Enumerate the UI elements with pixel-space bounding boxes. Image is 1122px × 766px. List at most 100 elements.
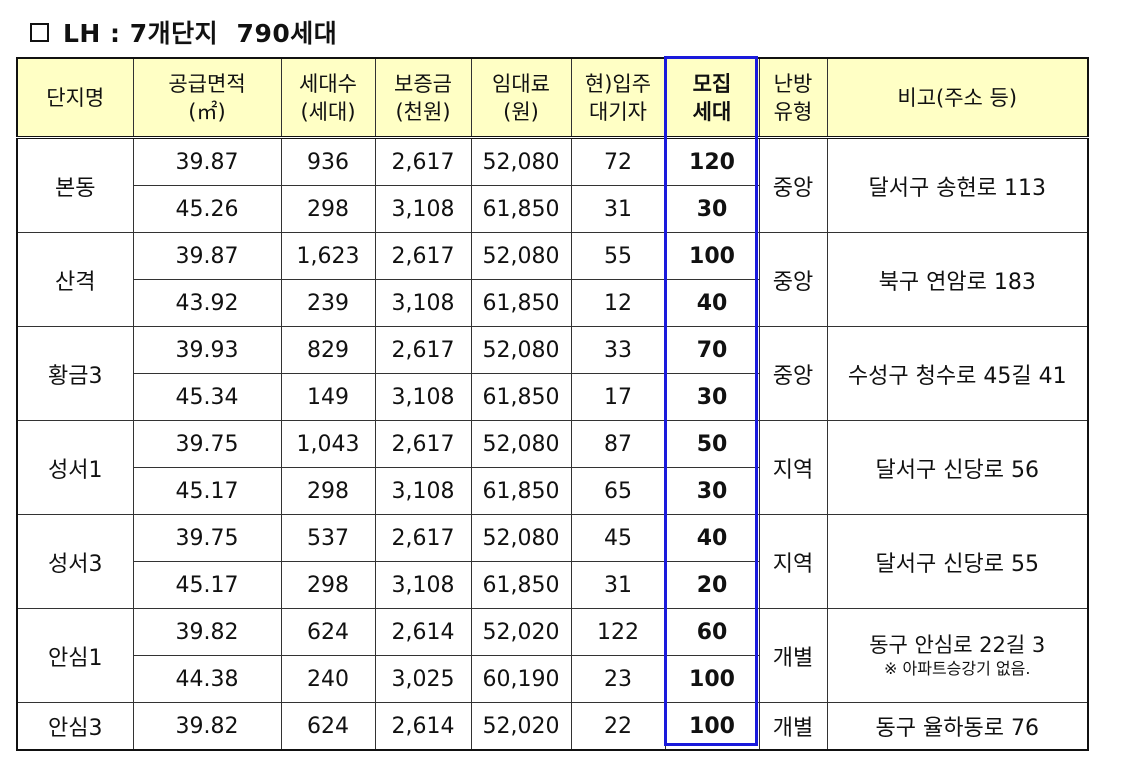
- recruit-cell: 60: [664, 608, 760, 656]
- waiting-cell: 65: [570, 467, 666, 515]
- address-note-cell: 달서구 신당로 55: [826, 514, 1089, 609]
- recruit-cell: 70: [664, 326, 760, 374]
- area-cell: 39.93: [132, 326, 282, 374]
- rent-cell: 52,080: [470, 420, 572, 468]
- waiting-cell: 72: [570, 137, 666, 186]
- address-note-cell: 동구 안심로 22길 3 ※ 아파트승강기 없음.: [826, 608, 1089, 703]
- address-text: 동구 안심로 22길 3: [869, 632, 1046, 657]
- deposit-cell: 2,617: [374, 514, 472, 562]
- deposit-cell: 2,617: [374, 232, 472, 280]
- area-cell: 39.75: [132, 514, 282, 562]
- deposit-cell: 2,614: [374, 702, 472, 751]
- complex-name-cell: 황금3: [16, 326, 134, 421]
- area-cell: 39.87: [132, 232, 282, 280]
- complex-name-cell: 안심3: [16, 702, 134, 751]
- area-cell: 45.17: [132, 561, 282, 609]
- heating-type-cell: 개별: [758, 608, 828, 703]
- units-cell: 537: [280, 514, 376, 562]
- header-note: 비고(주소 등): [826, 57, 1089, 139]
- recruit-cell: 40: [664, 279, 760, 327]
- waiting-cell: 17: [570, 373, 666, 421]
- waiting-cell: 122: [570, 608, 666, 656]
- heating-type-cell: 개별: [758, 702, 828, 751]
- rent-cell: 52,080: [470, 514, 572, 562]
- address-note-cell: 북구 연암로 183: [826, 232, 1089, 327]
- waiting-cell: 55: [570, 232, 666, 280]
- area-cell: 45.17: [132, 467, 282, 515]
- waiting-cell: 33: [570, 326, 666, 374]
- header-row: 단지명 공급면적 (㎡) 세대수 (세대) 보증금 (천원) 임대료 (원) 현…: [16, 57, 1089, 139]
- page-title: LH : 7개단지 790세대: [30, 14, 337, 50]
- area-cell: 43.92: [132, 279, 282, 327]
- address-note-cell: 달서구 신당로 56: [826, 420, 1089, 515]
- table-row: 안심3 39.82 624 2,614 52,020 22 100 개별 동구 율하동로 76: [16, 702, 1089, 751]
- area-cell: 44.38: [132, 655, 282, 703]
- heating-type-cell: 중앙: [758, 326, 828, 421]
- table-row: 45.17 298 3,108 61,850 31 20: [17, 561, 1088, 609]
- units-cell: 298: [280, 185, 376, 233]
- area-cell: 39.87: [132, 137, 282, 186]
- recruit-cell: 100: [664, 655, 760, 703]
- header-recruit: 모집 세대: [664, 57, 760, 139]
- checkbox-square-icon: [30, 22, 49, 42]
- table-row: 43.92 239 3,108 61,850 12 40: [17, 279, 1088, 327]
- table-row: 45.34 149 3,108 61,850 17 30: [17, 373, 1088, 421]
- units-cell: 298: [280, 467, 376, 515]
- table-header: 단지명 공급면적 (㎡) 세대수 (세대) 보증금 (천원) 임대료 (원) 현…: [16, 57, 1089, 139]
- rent-cell: 52,020: [470, 702, 572, 751]
- rent-cell: 61,850: [470, 279, 572, 327]
- units-cell: 1,623: [280, 232, 376, 280]
- area-cell: 39.82: [132, 608, 282, 656]
- area-cell: 39.82: [132, 702, 282, 751]
- deposit-cell: 3,108: [374, 467, 472, 515]
- area-cell: 45.34: [132, 373, 282, 421]
- area-cell: 45.26: [132, 185, 282, 233]
- complex-name-cell: 산격: [16, 232, 134, 327]
- units-cell: 149: [280, 373, 376, 421]
- table-row: 본동 39.87 936 2,617 52,080 72 120 중앙 달서구 송현로 113: [16, 137, 1089, 233]
- recruit-cell: 100: [664, 702, 760, 751]
- waiting-cell: 23: [570, 655, 666, 703]
- rent-cell: 61,850: [470, 373, 572, 421]
- header-name: 단지명: [16, 57, 134, 139]
- header-area: 공급면적 (㎡): [132, 57, 282, 139]
- header-rent: 임대료 (원): [470, 57, 572, 139]
- recruit-cell: 100: [664, 232, 760, 280]
- heating-type-cell: 지역: [758, 420, 828, 515]
- rent-cell: 52,080: [470, 326, 572, 374]
- table-row: 안심1 39.82 624 2,614 52,020 122 60 개별 동구 안심로 22길 …: [16, 608, 1089, 703]
- waiting-cell: 12: [570, 279, 666, 327]
- table-row: 산격 39.87 1,623 2,617 52,080 55 100 중앙 북구 연암로 183: [16, 232, 1089, 327]
- rent-cell: 52,080: [470, 232, 572, 280]
- heating-type-cell: 중앙: [758, 232, 828, 327]
- deposit-cell: 2,614: [374, 608, 472, 656]
- units-cell: 624: [280, 608, 376, 656]
- units-cell: 936: [280, 137, 376, 186]
- address-note-cell: 달서구 송현로 113: [826, 137, 1089, 233]
- address-note-cell: 수성구 청수로 45길 41: [826, 326, 1089, 421]
- deposit-cell: 3,025: [374, 655, 472, 703]
- waiting-cell: 31: [570, 561, 666, 609]
- deposit-cell: 3,108: [374, 373, 472, 421]
- recruit-cell: 50: [664, 420, 760, 468]
- rent-cell: 52,080: [470, 137, 572, 186]
- deposit-cell: 2,617: [374, 137, 472, 186]
- header-waiting: 현)입주 대기자: [570, 57, 666, 139]
- waiting-cell: 31: [570, 185, 666, 233]
- deposit-cell: 2,617: [374, 420, 472, 468]
- units-cell: 298: [280, 561, 376, 609]
- waiting-cell: 22: [570, 702, 666, 751]
- header-deposit: 보증금 (천원): [374, 57, 472, 139]
- deposit-cell: 3,108: [374, 561, 472, 609]
- address-subnote: ※ 아파트승강기 없음.: [884, 658, 1031, 678]
- waiting-cell: 45: [570, 514, 666, 562]
- complex-name-cell: 안심1: [16, 608, 134, 703]
- rent-cell: 61,850: [470, 561, 572, 609]
- heating-type-cell: 지역: [758, 514, 828, 609]
- table-body: 본동 39.87 936 2,617 52,080 72 120 중앙 달서구 송현로 113 4…: [16, 137, 1089, 751]
- recruit-cell: 40: [664, 514, 760, 562]
- heating-type-cell: 중앙: [758, 137, 828, 233]
- recruit-cell: 120: [664, 137, 760, 186]
- table-row: 성서1 39.75 1,043 2,617 52,080 87 50 지역 달서구 신당로 56: [16, 420, 1089, 515]
- header-units: 세대수 (세대): [280, 57, 376, 139]
